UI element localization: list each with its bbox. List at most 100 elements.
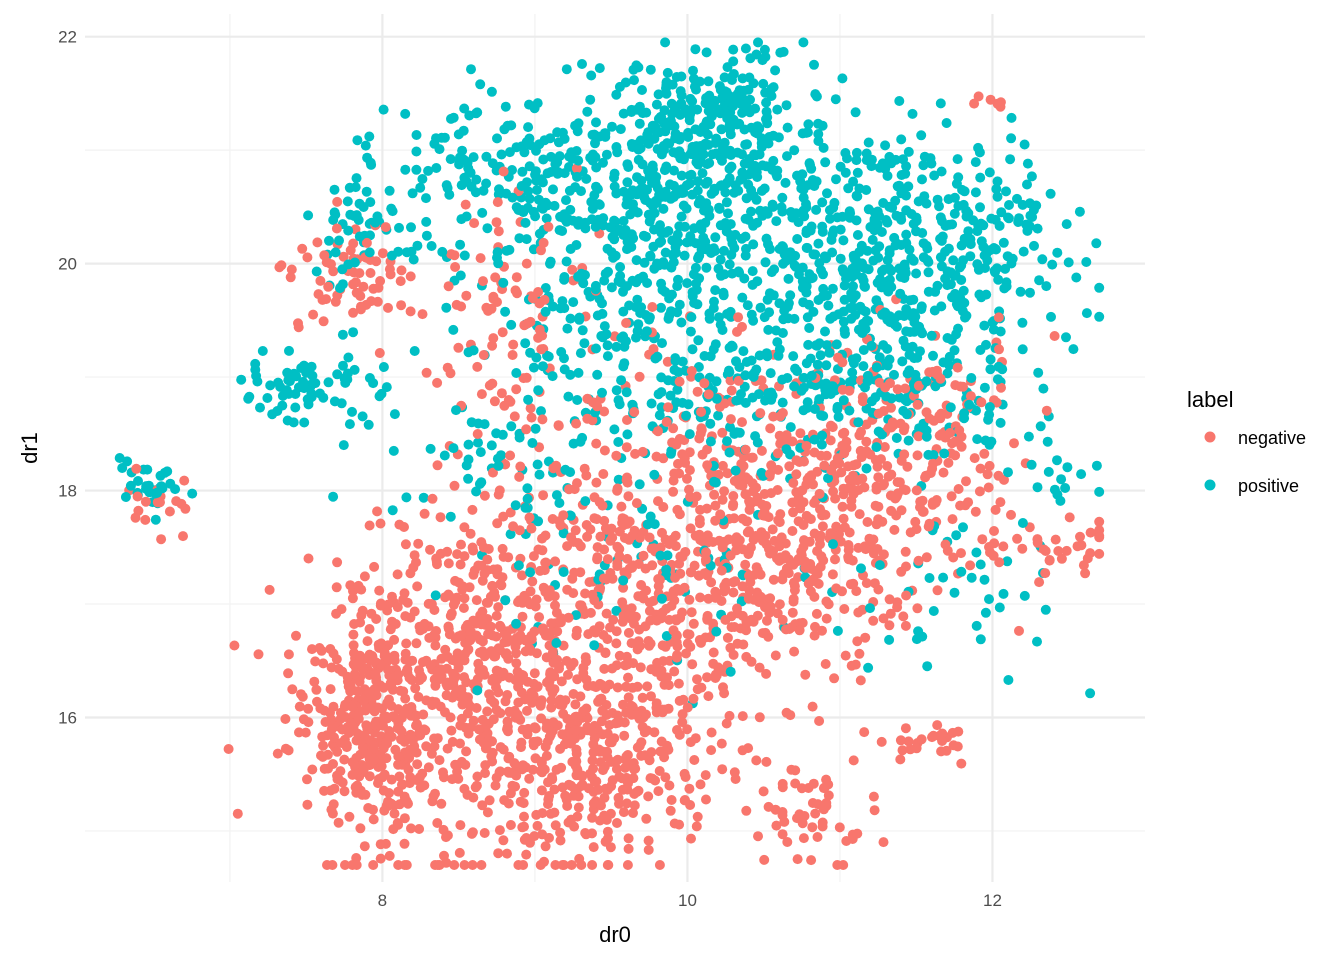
point-negative (806, 855, 817, 866)
point-positive (794, 269, 804, 280)
point-negative (552, 626, 563, 637)
point-negative (535, 565, 546, 576)
point-negative (1040, 568, 1051, 579)
point-negative (627, 530, 638, 541)
point-negative (463, 692, 473, 703)
point-negative (495, 620, 505, 631)
point-positive (908, 255, 919, 266)
point-positive (803, 119, 814, 130)
point-positive (979, 574, 990, 585)
point-positive (951, 530, 962, 541)
point-negative (371, 256, 382, 267)
point-negative (758, 786, 769, 797)
point-positive (721, 197, 732, 208)
point-negative (800, 556, 810, 567)
point-negative (765, 601, 776, 612)
point-negative (729, 513, 740, 524)
point-positive (658, 140, 669, 151)
point-positive (744, 72, 755, 83)
point-positive (740, 43, 751, 54)
point-negative (647, 773, 658, 784)
point-positive (622, 244, 632, 255)
point-positive (953, 323, 963, 334)
point-positive (734, 427, 745, 438)
point-negative (905, 744, 916, 755)
point-positive (715, 319, 726, 330)
point-negative (527, 764, 538, 775)
point-negative (670, 530, 681, 541)
point-negative (561, 656, 572, 666)
point-negative (575, 600, 586, 611)
point-negative (623, 627, 634, 638)
point-positive (998, 588, 1009, 599)
point-negative (641, 813, 652, 824)
point-positive (711, 133, 722, 144)
point-positive (781, 444, 792, 455)
point-negative (376, 638, 387, 649)
point-negative (932, 585, 943, 596)
point-negative (776, 532, 787, 543)
point-negative (854, 648, 865, 659)
point-negative (518, 798, 529, 809)
point-positive (660, 37, 671, 48)
point-positive (813, 129, 824, 139)
point-positive (459, 172, 470, 183)
point-negative (689, 755, 700, 765)
point-positive (552, 127, 563, 138)
point-positive (801, 228, 812, 239)
point-negative (894, 477, 905, 488)
point-negative (372, 702, 383, 713)
point-negative (900, 620, 911, 631)
point-negative (913, 555, 924, 566)
point-negative (555, 835, 566, 846)
point-positive (785, 290, 796, 301)
point-negative (364, 624, 375, 634)
point-negative (955, 500, 966, 511)
point-negative (780, 550, 791, 561)
point-negative (811, 608, 822, 619)
point-negative (821, 596, 832, 607)
point-negative (369, 561, 380, 572)
point-negative (598, 765, 608, 776)
point-negative (671, 637, 682, 648)
point-positive (857, 305, 868, 316)
point-negative (765, 593, 776, 604)
point-negative (629, 407, 640, 417)
point-negative (675, 585, 685, 596)
point-positive (676, 98, 687, 109)
point-negative (555, 827, 566, 838)
point-negative (836, 467, 847, 478)
point-negative (318, 658, 329, 669)
point-positive (756, 185, 767, 196)
point-negative (355, 301, 366, 312)
point-positive (751, 194, 762, 205)
point-negative (702, 444, 713, 455)
point-positive (945, 402, 956, 413)
point-positive (878, 198, 889, 208)
point-positive (273, 377, 284, 388)
point-positive (835, 253, 846, 264)
point-negative (348, 640, 359, 651)
point-positive (856, 563, 866, 574)
point-negative (634, 371, 645, 382)
point-negative (555, 617, 566, 628)
point-negative (611, 764, 622, 774)
point-positive (1017, 344, 1028, 355)
point-positive (602, 243, 613, 254)
point-positive (536, 174, 547, 185)
point-positive (329, 184, 340, 195)
point-negative (383, 664, 393, 675)
point-positive (913, 196, 924, 207)
point-positive (1023, 431, 1034, 442)
point-positive (950, 288, 960, 299)
point-negative (623, 843, 634, 854)
point-negative (331, 608, 342, 619)
point-negative (580, 828, 591, 838)
point-positive (667, 79, 678, 90)
point-negative (518, 760, 528, 771)
point-negative (782, 837, 793, 847)
point-positive (814, 394, 825, 405)
point-negative (665, 805, 676, 816)
point-positive (340, 372, 351, 383)
point-negative (364, 520, 375, 531)
